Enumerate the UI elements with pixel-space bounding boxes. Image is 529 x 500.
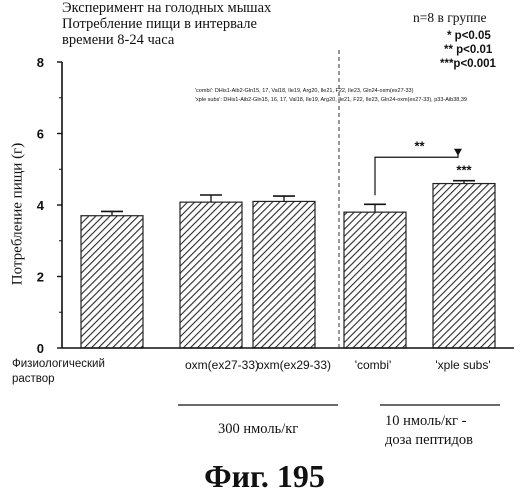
y-tick-label-4: 8 — [37, 55, 44, 70]
comparison-arrow-0 — [454, 149, 462, 156]
group-label-10-line-2: доза пептидов — [385, 432, 473, 449]
x-tick-label-1: oxm(ex27-33) — [185, 358, 259, 372]
group-label-300: 300 нмоль/кг — [218, 421, 298, 438]
y-tick-label-1: 2 — [37, 270, 44, 285]
y-tick-label-3: 6 — [37, 127, 44, 142]
bar-4 — [433, 184, 495, 348]
bar-annotation-4: *** — [456, 163, 472, 178]
bar-0 — [81, 216, 143, 348]
y-tick-label-2: 4 — [37, 198, 45, 213]
comparison-label-0: ** — [414, 138, 425, 153]
group-label-10-line-1: 10 нмоль/кг - — [385, 413, 466, 430]
y-tick-label-0: 0 — [37, 341, 44, 356]
bar-1 — [180, 202, 242, 348]
x-tick-label-0-line-2: раствор — [12, 373, 55, 385]
x-tick-label-2: oxm(ex29-33) — [257, 358, 331, 372]
x-tick-label-0-line-1: Физиологический — [12, 358, 105, 370]
figure-caption: Фиг. 195 — [0, 458, 529, 495]
bar-3 — [344, 212, 406, 348]
x-tick-label-4: 'xple subs' — [435, 358, 490, 372]
bar-2 — [253, 201, 315, 348]
x-tick-label-3: 'combi' — [355, 358, 392, 372]
